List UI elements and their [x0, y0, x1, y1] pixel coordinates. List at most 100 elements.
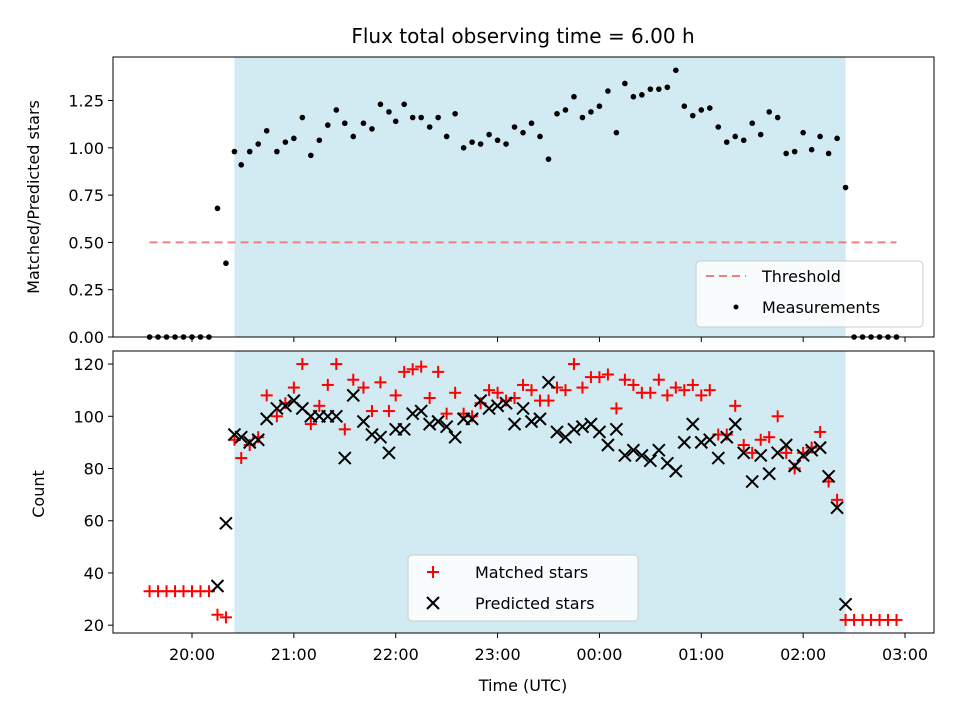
measurement-point	[325, 122, 331, 128]
predicted-star-point	[533, 412, 547, 426]
measurement-point	[605, 88, 611, 94]
measurement-point	[783, 150, 789, 157]
measurement-point	[579, 114, 586, 121]
top-y-tick-label: 1.25	[68, 92, 104, 111]
measurement-points	[146, 67, 900, 340]
top-y-tick-label: 0.00	[68, 328, 104, 347]
matched-star-point	[357, 381, 370, 394]
measurement-point	[494, 137, 501, 144]
legend-threshold-label: Threshold	[761, 267, 841, 286]
matched-star-point	[338, 423, 351, 436]
measurement-point	[647, 86, 654, 92]
measurement-point	[299, 114, 306, 121]
matched-star-point	[423, 392, 436, 404]
matched-star-point	[483, 384, 496, 397]
measurement-point	[452, 110, 458, 117]
measurement-point	[689, 112, 696, 119]
measurement-point	[341, 120, 348, 127]
predicted-star-point	[524, 414, 539, 429]
matched-star-point	[686, 378, 699, 391]
x-axis-label: Time (UTC)	[478, 676, 567, 695]
matched-star-point	[304, 418, 317, 431]
predicted-star-point	[626, 443, 641, 457]
predicted-star-point	[720, 430, 734, 444]
top-y-axis-label: Matched/Predicted stars	[24, 100, 43, 294]
matched-star-point	[644, 386, 657, 399]
measurement-point	[673, 67, 679, 74]
measurement-point	[630, 93, 637, 100]
measurement-point	[528, 120, 535, 127]
measurement-point	[460, 145, 467, 151]
predicted-star-point	[210, 579, 225, 593]
matched-star-point	[330, 358, 343, 371]
measurement-point	[596, 103, 603, 109]
predicted-star-point	[575, 420, 590, 434]
legend-predicted-swatch	[426, 596, 440, 610]
matched-star-point	[440, 407, 453, 420]
predicted-star-point	[516, 401, 530, 416]
measurement-point	[571, 93, 577, 100]
matched-star-point	[754, 433, 767, 446]
matched-star-point	[287, 381, 300, 394]
bottom-legend-box	[407, 554, 639, 622]
measurement-point	[308, 152, 314, 159]
predicted-star-point	[609, 422, 624, 437]
matched-star-point	[525, 384, 538, 397]
measurement-point	[316, 137, 323, 144]
predicted-star-point	[711, 451, 725, 465]
predicted-star-point	[592, 425, 607, 439]
top-y-tick-label: 0.50	[68, 233, 104, 252]
predicted-star-point	[259, 412, 274, 426]
measurement-point	[562, 107, 569, 113]
matched-star-point	[235, 452, 248, 465]
matched-star-point	[260, 389, 273, 402]
matched-star-point	[737, 439, 750, 451]
matched-star-point	[652, 373, 665, 386]
predicted-star-point	[373, 430, 388, 444]
bottom-y-tick-label: 120	[73, 355, 104, 374]
matched-star-point	[415, 360, 428, 373]
bottom-panel: 20 40 60 80 100 120 20:00 21:00 22:00 23:00 00:00…	[29, 350, 935, 695]
bottom-x-tick-label: 23:00	[475, 645, 521, 664]
bottom-x-tick-label: 01:00	[678, 645, 724, 664]
predicted-star-point	[346, 388, 360, 403]
measurement-point	[723, 139, 730, 145]
predicted-star-point	[243, 435, 257, 450]
bottom-x-tick-label: 03:00	[882, 645, 928, 664]
predicted-star-point	[550, 425, 564, 439]
bottom-y-tick-label: 40	[84, 564, 104, 583]
matched-star-point	[398, 365, 411, 378]
measurement-point	[377, 101, 384, 108]
measurement-point	[842, 184, 849, 191]
measurement-point	[732, 133, 739, 140]
bottom-axes-frame	[112, 350, 935, 634]
predicted-star-point	[219, 516, 233, 531]
measurement-point	[214, 205, 221, 212]
predicted-star-point	[448, 430, 462, 444]
predicted-star-point	[804, 443, 819, 457]
predicted-stars-points	[210, 375, 853, 611]
predicted-star-point	[251, 433, 265, 447]
predicted-star-point	[601, 438, 615, 452]
measurement-point	[291, 135, 297, 142]
bottom-x-ticks: 20:00 21:00 22:00 23:00 00:00 01:00 02:00 03:00	[169, 633, 928, 664]
measurement-point	[749, 120, 756, 127]
predicted-star-point	[397, 422, 411, 437]
predicted-star-point	[270, 401, 284, 416]
matched-star-point	[567, 358, 580, 371]
measurement-point	[757, 131, 764, 138]
measurement-point	[503, 141, 509, 147]
matched-star-point	[542, 394, 555, 407]
bottom-y-axis-label: Count	[29, 470, 48, 518]
measurement-point	[386, 109, 392, 115]
predicted-star-point	[838, 597, 853, 611]
measurement-point	[392, 118, 399, 125]
predicted-star-point	[745, 474, 759, 489]
matched-star-point	[593, 371, 606, 384]
measurement-point	[333, 107, 340, 113]
matched-star-point	[219, 611, 232, 624]
measurement-point	[834, 135, 840, 142]
matched-star-point	[771, 410, 784, 423]
matched-star-point	[661, 389, 674, 402]
measurement-point	[706, 105, 713, 111]
